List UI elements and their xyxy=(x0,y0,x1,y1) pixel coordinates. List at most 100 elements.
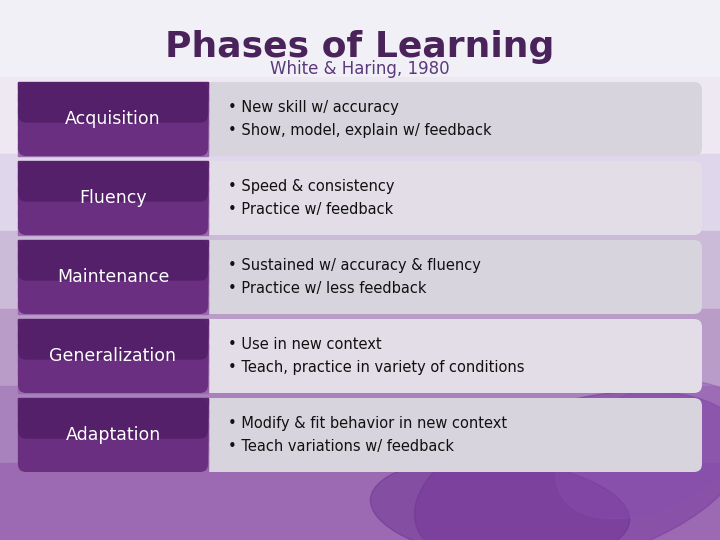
Bar xyxy=(18,83,208,86)
Bar xyxy=(18,431,208,433)
Bar xyxy=(18,262,208,264)
Bar xyxy=(18,251,208,253)
Bar xyxy=(18,329,208,332)
Bar xyxy=(18,194,208,196)
Bar xyxy=(18,455,208,457)
Bar xyxy=(18,92,208,95)
Bar xyxy=(18,192,208,194)
Bar xyxy=(18,359,208,362)
Bar xyxy=(18,87,208,90)
FancyBboxPatch shape xyxy=(18,161,208,202)
Bar xyxy=(18,324,208,326)
Bar xyxy=(18,440,208,442)
Bar xyxy=(18,98,208,100)
Bar xyxy=(18,126,208,128)
Bar xyxy=(18,276,208,279)
Bar xyxy=(18,357,208,360)
Bar xyxy=(18,306,208,308)
Bar xyxy=(18,461,208,463)
Bar xyxy=(18,207,208,209)
Bar xyxy=(18,105,208,108)
Bar xyxy=(18,458,208,461)
Bar xyxy=(18,131,208,134)
Bar xyxy=(18,199,208,202)
Bar xyxy=(18,462,208,464)
Bar xyxy=(18,345,208,347)
Bar xyxy=(18,139,208,141)
Bar xyxy=(18,256,208,259)
Bar xyxy=(0,308,720,386)
Bar xyxy=(18,361,208,363)
Bar xyxy=(18,420,208,422)
Bar xyxy=(18,212,208,214)
Bar xyxy=(0,232,720,308)
FancyBboxPatch shape xyxy=(18,240,702,314)
Bar xyxy=(18,231,208,233)
Bar xyxy=(18,348,208,350)
Bar xyxy=(18,113,208,116)
Bar xyxy=(18,299,208,301)
Bar xyxy=(18,188,208,191)
Bar xyxy=(0,77,720,154)
Bar xyxy=(18,293,208,295)
Text: • Use in new context: • Use in new context xyxy=(228,337,382,352)
Bar xyxy=(18,407,208,409)
Bar xyxy=(18,320,208,323)
Bar xyxy=(18,426,208,428)
Bar xyxy=(18,284,208,286)
Bar xyxy=(18,198,208,200)
Bar xyxy=(18,275,208,277)
Bar xyxy=(18,120,208,123)
Bar xyxy=(18,218,208,220)
Bar xyxy=(18,342,208,345)
Bar xyxy=(18,100,208,103)
Bar xyxy=(18,190,208,192)
FancyBboxPatch shape xyxy=(18,161,208,235)
Bar xyxy=(18,429,208,431)
Bar xyxy=(18,233,208,235)
Bar xyxy=(18,166,208,168)
Bar xyxy=(18,273,208,275)
FancyBboxPatch shape xyxy=(18,398,208,472)
FancyBboxPatch shape xyxy=(18,319,208,393)
Bar xyxy=(18,352,208,354)
Bar xyxy=(18,172,208,174)
Bar xyxy=(18,289,208,292)
Bar xyxy=(18,107,208,110)
Bar xyxy=(18,410,208,413)
Bar xyxy=(18,449,208,451)
Bar xyxy=(18,341,208,343)
Bar xyxy=(18,363,208,365)
Bar xyxy=(18,252,208,255)
FancyBboxPatch shape xyxy=(18,398,208,438)
Bar xyxy=(18,220,208,222)
Bar xyxy=(18,446,208,448)
Bar xyxy=(18,133,208,136)
Bar xyxy=(18,195,208,198)
Bar xyxy=(18,468,208,470)
Bar xyxy=(18,308,208,310)
Bar xyxy=(18,310,208,312)
Bar xyxy=(18,383,208,386)
Bar xyxy=(18,152,208,154)
Bar xyxy=(18,436,208,438)
Bar xyxy=(18,216,208,218)
Bar xyxy=(18,224,208,226)
Bar xyxy=(18,433,208,435)
Bar xyxy=(18,109,208,112)
Bar xyxy=(18,150,208,152)
Bar xyxy=(18,143,208,145)
Bar xyxy=(18,135,208,138)
Bar xyxy=(18,176,208,178)
Ellipse shape xyxy=(556,381,720,519)
Text: • Sustained w/ accuracy & fluency: • Sustained w/ accuracy & fluency xyxy=(228,258,481,273)
Bar xyxy=(18,464,208,467)
Bar xyxy=(18,96,208,99)
Bar xyxy=(18,435,208,437)
Bar xyxy=(18,168,208,170)
FancyBboxPatch shape xyxy=(18,398,702,472)
Bar xyxy=(18,397,208,400)
Bar xyxy=(18,141,208,143)
Bar xyxy=(18,322,208,325)
Text: • New skill w/ accuracy: • New skill w/ accuracy xyxy=(228,100,399,115)
